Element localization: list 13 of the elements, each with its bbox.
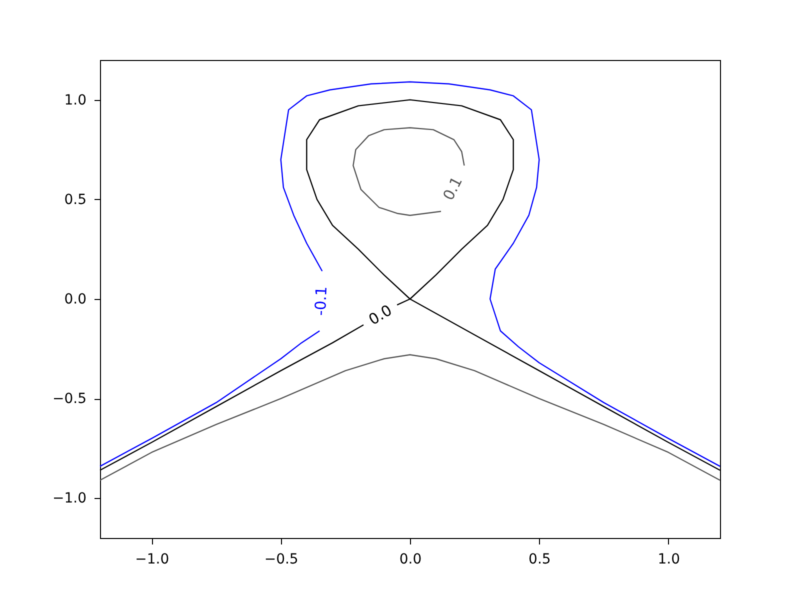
y-tick-label: 0.0 (64, 292, 86, 308)
text: 0.0 (365, 301, 396, 329)
y-tick-label: 1.0 (64, 92, 86, 108)
x-tick-label: 0.0 (399, 552, 422, 568)
x-tick-label: 1.0 (658, 552, 680, 568)
y-tick-label: 0.5 (64, 192, 86, 208)
text: -0.1 (311, 286, 330, 316)
y-tick-label: −0.5 (52, 391, 86, 408)
x-tick-label: −1.0 (135, 552, 170, 568)
x-tick-label: 0.5 (528, 552, 551, 568)
x-tick-label: −0.5 (264, 552, 298, 568)
y-tick-label: −1.0 (52, 490, 86, 507)
text: 0.1 (439, 174, 466, 204)
